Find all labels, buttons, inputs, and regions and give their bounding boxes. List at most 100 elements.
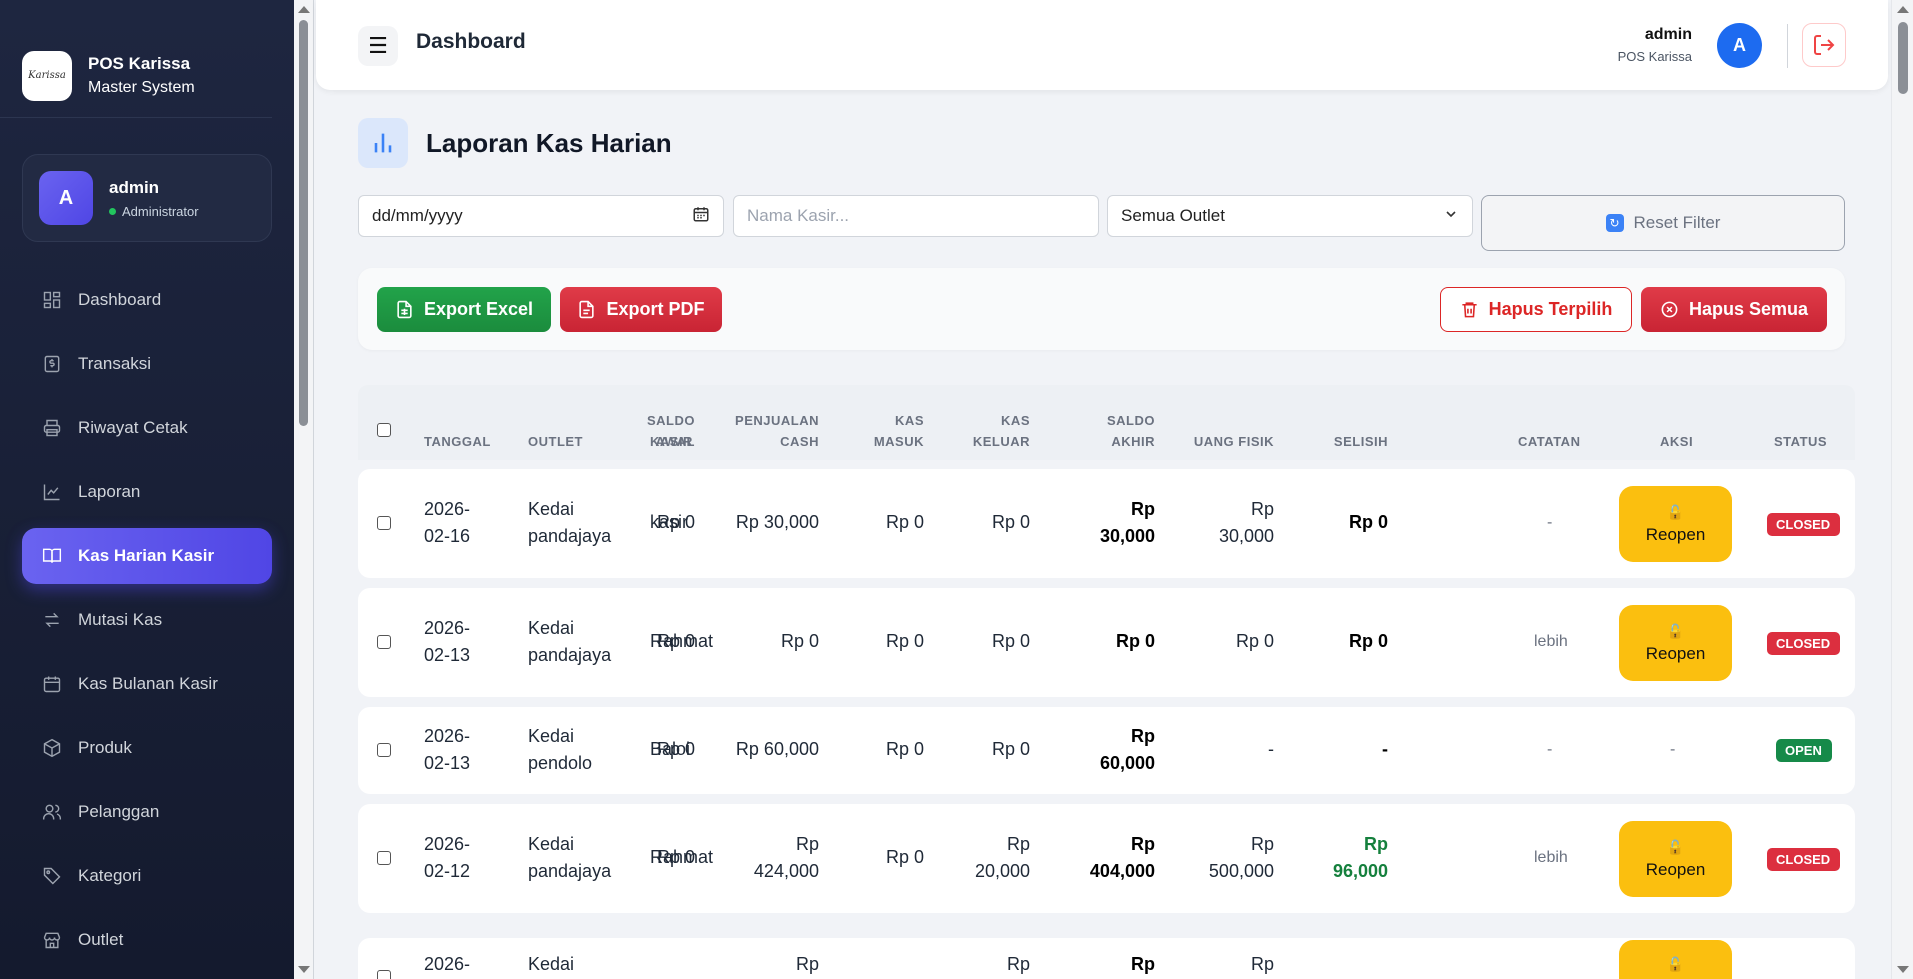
cell-kas-masuk: Rp 0	[885, 631, 924, 651]
reopen-button[interactable]: 🔓 Reopen	[1619, 486, 1732, 562]
line-chart-icon	[42, 482, 62, 502]
action-bar: Export Excel Export PDF Hapus Terpilih H…	[358, 268, 1845, 350]
book-open-icon	[42, 546, 62, 566]
avatar: A	[39, 171, 93, 225]
logout-button[interactable]	[1802, 23, 1846, 67]
hapus-semua-label: Hapus Semua	[1688, 299, 1809, 319]
cell-kas-keluar: Rp 20,000	[974, 834, 1030, 881]
select-all-checkbox[interactable]	[377, 423, 391, 437]
sidebar-item-label: Laporan	[78, 482, 141, 501]
row-checkbox[interactable]	[377, 970, 391, 979]
store-icon	[42, 930, 62, 950]
user-role: Administrator	[122, 203, 199, 219]
scroll-up-arrow-icon[interactable]	[298, 6, 310, 13]
cell-catatan: lebih	[1534, 849, 1568, 866]
row-checkbox[interactable]	[377, 743, 391, 757]
row-checkbox[interactable]	[377, 516, 391, 530]
reset-filter-label: Reset Filter	[1633, 213, 1721, 232]
sidebar-item-kas-bulanan-kasir[interactable]: Kas Bulanan Kasir	[22, 656, 272, 712]
cell-saldo-akhir: Rp 60,000	[1099, 726, 1155, 773]
divider	[1787, 24, 1788, 68]
grid-icon	[42, 290, 62, 310]
cell-uang-fisik: Rp 500,000	[1208, 834, 1274, 881]
reset-filter-button[interactable]: ↻ Reset Filter	[1481, 195, 1845, 251]
topbar: ☰ Dashboard admin POS Karissa A	[316, 0, 1888, 90]
cell-selisih: Rp 96,000	[1332, 834, 1388, 881]
cell-tanggal: 2026- 02-12	[424, 834, 471, 881]
box-icon	[42, 738, 62, 758]
brand-logo: Karissa	[22, 50, 72, 101]
th-saldo-akhir: SALDO AKHIR	[1107, 413, 1155, 449]
sidebar-item-kas-harian-kasir[interactable]: Kas Harian Kasir	[22, 528, 272, 584]
cell-saldo-akhir: Rp	[1131, 954, 1155, 974]
reopen-button[interactable]: 🔓 Reopen	[1619, 605, 1732, 681]
th-uang-fisik: UANG FISIK	[1193, 434, 1274, 449]
sidebar-item-outlet[interactable]: Outlet	[22, 912, 272, 968]
sidebar-item-label: Kas Bulanan Kasir	[78, 674, 218, 693]
avatar[interactable]: A	[1717, 23, 1762, 68]
row-checkbox[interactable]	[377, 851, 391, 865]
scrollbar-thumb[interactable]	[299, 20, 308, 426]
date-filter-input[interactable]: dd/mm/yyyy	[358, 195, 724, 237]
cell-saldo-akhir: Rp 404,000	[1089, 834, 1155, 881]
cell-tanggal: 2026-	[424, 954, 471, 974]
users-icon	[42, 802, 62, 822]
row-checkbox[interactable]	[377, 635, 391, 649]
export-excel-button[interactable]: Export Excel	[377, 287, 551, 332]
th-tanggal: TANGGAL	[424, 434, 491, 449]
cell-penjualan-cash: Rp 424,000	[753, 834, 819, 881]
cell-outlet: Kedai pendolo	[528, 726, 593, 773]
cell-kas-keluar: Rp 0	[991, 512, 1030, 532]
scroll-down-arrow-icon[interactable]	[298, 966, 310, 973]
export-pdf-button[interactable]: Export PDF	[560, 287, 722, 332]
export-excel-label: Export Excel	[423, 299, 534, 319]
th-selisih: SELISIH	[1333, 434, 1388, 449]
table-row: 2026- 02-12 Kedai pandajaya Rahmat Rp 0 Rp…	[358, 804, 1855, 913]
sidebar-item-produk[interactable]: Produk	[22, 720, 272, 776]
cell-kas-masuk: Rp 0	[885, 847, 924, 867]
x-circle-icon	[1661, 301, 1678, 318]
cell-selisih: -	[1382, 739, 1388, 759]
hapus-semua-button[interactable]: Hapus Semua	[1641, 287, 1827, 332]
sidebar-item-riwayat-cetak[interactable]: Riwayat Cetak	[22, 400, 272, 456]
calendar-icon[interactable]	[692, 205, 710, 228]
cell-selisih: Rp 0	[1348, 631, 1388, 651]
export-pdf-label: Export PDF	[606, 299, 705, 319]
calendar-icon	[42, 674, 62, 694]
th-kas-keluar: KAS KELUAR	[972, 413, 1030, 449]
topbar-user-name: admin	[1644, 26, 1692, 43]
brand: Karissa POS Karissa Master System	[0, 0, 272, 118]
reopen-button[interactable]: 🔓	[1619, 940, 1732, 979]
sidebar-item-mutasi-kas[interactable]: Mutasi Kas	[22, 592, 272, 648]
sidebar-item-laporan[interactable]: Laporan	[22, 464, 272, 520]
menu-toggle-button[interactable]: ☰	[358, 26, 398, 66]
bar-chart-icon	[358, 118, 408, 168]
cell-kas-keluar: Rp 0	[991, 631, 1030, 651]
sidebar-item-dashboard[interactable]: Dashboard	[22, 272, 272, 328]
spreadsheet-icon	[397, 300, 412, 319]
th-catatan: CATATAN	[1518, 434, 1581, 449]
th-saldo-awal: SALDO AWAL	[647, 413, 695, 449]
status-badge: CLOSED	[1767, 513, 1840, 536]
cell-kasir: kasir	[650, 512, 689, 532]
sidebar-item-pelanggan[interactable]: Pelanggan	[22, 784, 272, 840]
scrollbar-thumb[interactable]	[1898, 22, 1908, 94]
hapus-terpilih-button[interactable]: Hapus Terpilih	[1440, 287, 1632, 332]
logout-icon	[1814, 35, 1835, 55]
reopen-button[interactable]: 🔓 Reopen	[1619, 821, 1732, 897]
cell-uang-fisik: -	[1268, 739, 1274, 759]
scroll-down-arrow-icon[interactable]	[1897, 966, 1909, 973]
receipt-dollar-icon	[42, 354, 62, 374]
scroll-up-arrow-icon[interactable]	[1897, 6, 1909, 13]
cell-uang-fisik: Rp	[1250, 954, 1274, 974]
main-scrollbar[interactable]	[1891, 0, 1913, 979]
sidebar-item-kategori[interactable]: Kategori	[22, 848, 272, 904]
outlet-select[interactable]: Semua Outlet	[1107, 195, 1473, 237]
status-badge: OPEN	[1776, 739, 1832, 762]
sidebar-scrollbar[interactable]	[294, 0, 314, 979]
cell-uang-fisik: Rp 0	[1235, 631, 1274, 651]
sidebar-item-transaksi[interactable]: Transaksi	[22, 336, 272, 392]
trash-icon	[1462, 302, 1477, 318]
kasir-search-input[interactable]: Nama Kasir...	[733, 195, 1099, 237]
filter-bar: dd/mm/yyyy Nama Kasir... Semua Outlet ↻ …	[358, 195, 1845, 253]
